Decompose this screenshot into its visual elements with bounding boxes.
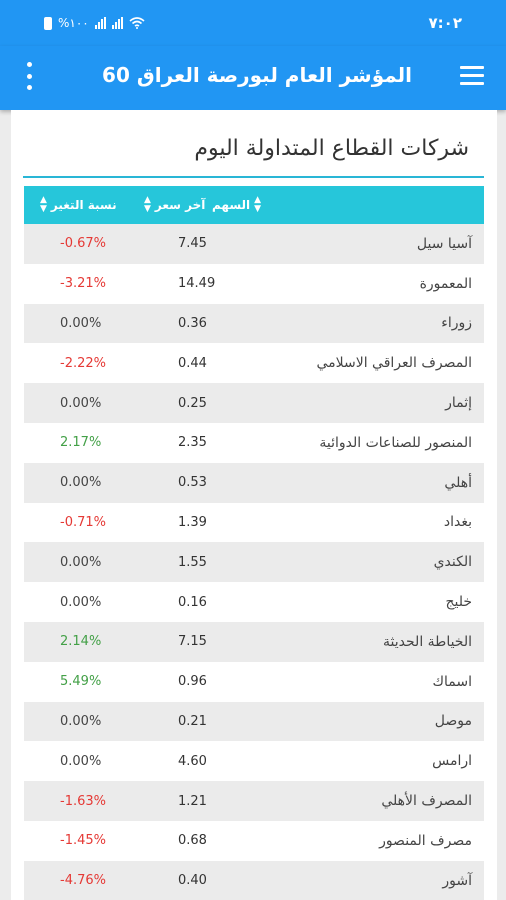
signal-icon-2: [111, 17, 123, 29]
wifi-icon: [129, 17, 145, 29]
change-cell: 0.00%: [60, 475, 102, 491]
price-cell: 0.25: [178, 395, 207, 411]
table-row[interactable]: -0.71% 1.39 بغداد: [24, 502, 484, 543]
table-row[interactable]: 0.00% 0.36 زوراء: [24, 303, 484, 344]
header-stock[interactable]: ▲ ▼ السهم: [212, 186, 484, 224]
stock-name-cell: مصرف المنصور: [379, 832, 472, 849]
status-time: ٧:٠٢: [428, 14, 462, 32]
change-cell: 0.00%: [60, 315, 102, 331]
battery-icon: [44, 16, 52, 30]
hamburger-menu-icon[interactable]: [460, 66, 484, 86]
change-cell: -3.21%: [60, 276, 106, 292]
table-row[interactable]: -2.22% 0.44 المصرف العراقي الاسلامي: [24, 343, 484, 384]
stock-name-cell: المنصور للصناعات الدوائية: [319, 434, 472, 451]
content-card: شركات القطاع المتداولة اليوم ▲ ▼ نسبة الت…: [11, 110, 497, 900]
price-cell: 0.16: [178, 594, 207, 610]
price-cell: 7.15: [178, 634, 207, 650]
price-cell: 0.40: [178, 873, 207, 889]
price-cell: 14.49: [178, 276, 216, 292]
table-row[interactable]: 2.14% 7.15 الخياطة الحديثة: [24, 621, 484, 662]
change-cell: 0.00%: [60, 395, 102, 411]
table-body: -0.67% 7.45 آسيا سيل -3.21% 14.49 المعمورة 0.0…: [24, 224, 484, 900]
sort-icon: ▲ ▼: [144, 195, 151, 214]
table-row[interactable]: 0.00% 0.16 خليج: [24, 582, 484, 622]
section-title: شركات القطاع المتداولة اليوم: [194, 136, 469, 161]
change-cell: -1.45%: [60, 833, 106, 849]
stock-name-cell: إثمار: [445, 395, 472, 412]
signal-icon: [94, 17, 106, 29]
table-row[interactable]: -3.21% 14.49 المعمورة: [24, 263, 484, 304]
stock-name-cell: موصل: [434, 713, 472, 730]
header-last-price[interactable]: ▲ ▼ آخر سعر: [124, 186, 212, 224]
change-cell: -1.63%: [60, 793, 106, 809]
change-cell: 5.49%: [60, 674, 102, 690]
table-row[interactable]: -1.63% 1.21 المصرف الأهلي: [24, 781, 484, 821]
stock-name-cell: أهلي: [444, 474, 472, 491]
sort-icon: ▲ ▼: [254, 195, 262, 214]
change-cell: 0.00%: [60, 713, 102, 729]
stock-name-cell: آشور: [442, 872, 472, 889]
change-cell: -0.71%: [60, 514, 106, 530]
change-cell: 0.00%: [60, 594, 102, 610]
stock-name-cell: زوراء: [441, 315, 472, 332]
change-cell: -0.67%: [60, 236, 106, 252]
stocks-table: ▲ ▼ نسبة التغير ▲ ▼ آخر سعر ▲ ▼ السهم -0.67…: [24, 186, 484, 900]
header-price-label: آخر سعر: [154, 198, 206, 212]
price-cell: 7.45: [178, 236, 207, 252]
stock-name-cell: المعمورة: [419, 275, 472, 292]
header-change-pct[interactable]: ▲ ▼ نسبة التغير: [24, 186, 124, 224]
price-cell: 0.44: [178, 355, 207, 371]
change-cell: 2.17%: [60, 435, 102, 451]
price-cell: 1.39: [178, 514, 207, 530]
stock-name-cell: المصرف العراقي الاسلامي: [316, 355, 472, 372]
stock-name-cell: الكندي: [433, 554, 472, 571]
table-row[interactable]: 0.00% 0.53 أهلي: [24, 462, 484, 503]
price-cell: 2.35: [178, 435, 207, 451]
price-cell: 0.96: [178, 674, 207, 690]
table-row[interactable]: 0.00% 1.55 الكندي: [24, 542, 484, 583]
app-bar: المؤشر العام لبورصة العراق 60: [0, 46, 506, 110]
change-cell: -2.22%: [60, 355, 106, 371]
stock-name-cell: آسيا سيل: [416, 235, 472, 252]
header-change-label: نسبة التغير: [50, 198, 117, 212]
price-cell: 1.21: [178, 793, 207, 809]
stock-name-cell: اسماك: [432, 673, 472, 690]
change-cell: 0.00%: [60, 554, 102, 570]
table-row[interactable]: 0.00% 0.25 إثمار: [24, 383, 484, 423]
price-cell: 0.68: [178, 833, 207, 849]
status-bar: %١٠٠ ٧:٠٢: [0, 0, 506, 46]
change-cell: 0.00%: [60, 753, 102, 769]
stock-name-cell: المصرف الأهلي: [381, 793, 472, 810]
sort-icon: ▲ ▼: [40, 195, 47, 214]
price-cell: 0.53: [178, 475, 207, 491]
table-row[interactable]: -0.67% 7.45 آسيا سيل: [24, 224, 484, 264]
price-cell: 0.36: [178, 315, 207, 331]
stock-name-cell: بغداد: [443, 514, 472, 531]
price-cell: 0.21: [178, 713, 207, 729]
table-header: ▲ ▼ نسبة التغير ▲ ▼ آخر سعر ▲ ▼ السهم: [24, 186, 484, 224]
table-row[interactable]: 0.00% 4.60 ارامس: [24, 741, 484, 782]
table-row[interactable]: 5.49% 0.96 اسماك: [24, 661, 484, 702]
table-row[interactable]: -1.45% 0.68 مصرف المنصور: [24, 820, 484, 861]
change-cell: -4.76%: [60, 873, 106, 889]
stock-name-cell: الخياطة الحديثة: [383, 633, 472, 650]
title-divider: [23, 176, 484, 178]
price-cell: 1.55: [178, 554, 207, 570]
app-title: المؤشر العام لبورصة العراق 60: [102, 63, 412, 87]
status-indicators: %١٠٠: [44, 16, 145, 30]
table-row[interactable]: 0.00% 0.21 موصل: [24, 701, 484, 742]
header-stock-label: السهم: [212, 198, 251, 212]
stock-name-cell: ارامس: [432, 753, 472, 770]
stock-name-cell: خليج: [445, 594, 472, 611]
price-cell: 4.60: [178, 753, 207, 769]
table-row[interactable]: -4.76% 0.40 آشور: [24, 860, 484, 900]
battery-level: %١٠٠: [58, 16, 89, 30]
table-row[interactable]: 2.17% 2.35 المنصور للصناعات الدوائية: [24, 422, 484, 463]
change-cell: 2.14%: [60, 634, 102, 650]
more-vertical-icon[interactable]: [24, 62, 34, 90]
